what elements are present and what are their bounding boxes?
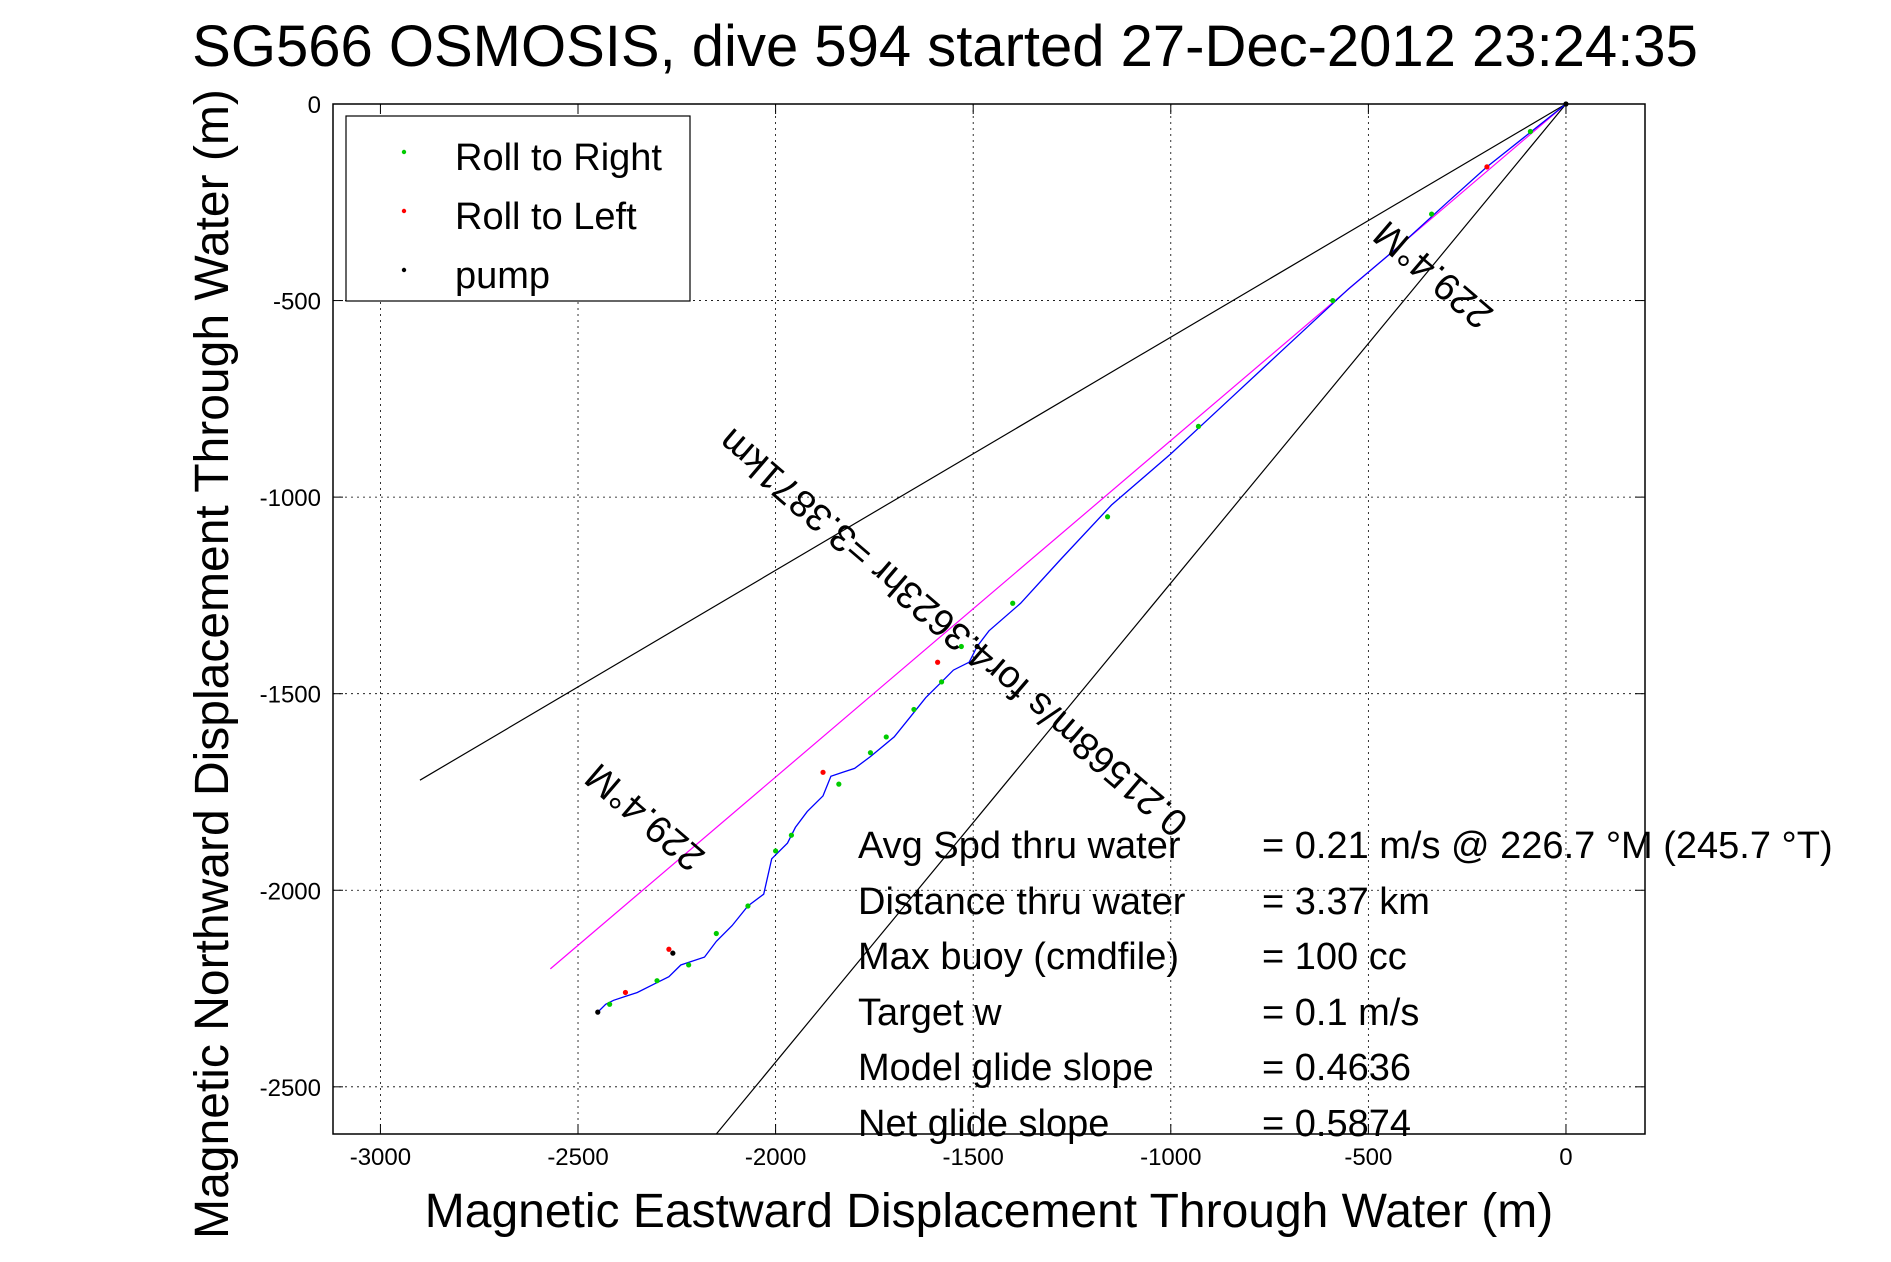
plot-area: -3000 -2500 -2000 -1500 -1000 -500 0 0 -500 -1000…	[260, 92, 1646, 1171]
roll-left-marker	[666, 946, 672, 952]
roll-right-marker	[654, 978, 660, 984]
y-tick-label: -1500	[260, 682, 321, 709]
y-axis-label: Magnetic Northward Displacement Through …	[186, 89, 239, 1239]
stat-label-net-glide: Net glide slope	[858, 1103, 1109, 1145]
roll-left-marker	[622, 989, 629, 996]
pump-marker	[974, 643, 980, 650]
stat-label-max-buoy: Max buoy (cmdfile)	[858, 936, 1179, 978]
x-tick-label: 0	[1559, 1144, 1572, 1171]
roll-left-marker	[1484, 164, 1490, 170]
stat-value-model-glide: = 0.4636	[1262, 1047, 1411, 1089]
roll-right-marker	[958, 643, 964, 650]
roll-right-marker	[938, 679, 945, 685]
reference-line	[715, 103, 1567, 1135]
roll-right-marker	[1195, 423, 1202, 429]
x-tick-label: -2500	[547, 1144, 608, 1171]
x-axis-label: Magnetic Eastward Displacement Through W…	[425, 1185, 1553, 1238]
roll-right-marker	[745, 903, 751, 909]
x-tick-label: -3000	[350, 1144, 411, 1171]
legend-marker-roll-right	[401, 149, 407, 155]
stat-value-avg-speed: = 0.21 m/s @ 226.7 °M (245.7 °T)	[1262, 825, 1833, 867]
legend: Roll to Right Roll to Left pump	[345, 115, 691, 302]
track-line	[597, 103, 1567, 1013]
x-tick-label: -2000	[745, 1144, 806, 1171]
track	[597, 103, 1567, 1013]
stat-label-avg-speed: Avg Spd thru water	[858, 825, 1181, 867]
stat-value-net-glide: = 0.5874	[1262, 1103, 1411, 1145]
x-tick-label: -500	[1344, 1144, 1392, 1171]
x-tick-label: -1000	[1140, 1144, 1201, 1171]
stats-block: Avg Spd thru water = 0.21 m/s @ 226.7 °M…	[858, 825, 1833, 1145]
roll-right-marker	[1527, 128, 1533, 135]
x-tick-label: -1500	[942, 1144, 1003, 1171]
axis-ticks: -3000 -2500 -2000 -1500 -1000 -500 0 0 -500 -1000…	[260, 92, 1645, 1171]
chart-title: SG566 OSMOSIS, dive 594 started 27-Dec-2…	[192, 14, 1698, 79]
legend-marker-roll-left	[401, 208, 407, 214]
roll-right-marker	[1429, 211, 1435, 217]
legend-label-roll-right: Roll to Right	[455, 137, 662, 179]
stat-value-target-w: = 0.1 m/s	[1262, 992, 1419, 1034]
grid	[333, 103, 1645, 1134]
legend-marker-pump	[401, 267, 407, 273]
roll-right-marker	[836, 781, 842, 787]
pump-marker	[670, 950, 676, 956]
y-tick-label: -2000	[260, 878, 321, 905]
roll-right-marker	[713, 930, 719, 937]
stat-label-model-glide: Model glide slope	[858, 1047, 1154, 1089]
roll-right-marker	[773, 848, 779, 854]
roll-right-marker	[1010, 600, 1016, 606]
stat-value-max-buoy: = 100 cc	[1262, 936, 1407, 978]
y-tick-label: -500	[273, 289, 321, 316]
roll-right-marker	[607, 1001, 613, 1007]
roll-right-marker	[867, 750, 874, 756]
y-tick-label: -1000	[260, 485, 321, 512]
legend-box	[345, 115, 691, 302]
roll-right-marker	[911, 706, 917, 713]
reference-line	[419, 103, 1567, 781]
pump-marker	[1563, 101, 1569, 107]
roll-right-marker	[1104, 514, 1111, 520]
markers	[595, 101, 1569, 1015]
legend-label-roll-left: Roll to Left	[455, 196, 637, 238]
stat-value-distance: = 3.37 km	[1262, 881, 1430, 923]
roll-left-marker	[935, 659, 941, 665]
y-tick-label: -2500	[260, 1075, 321, 1102]
y-tick-label: 0	[308, 92, 321, 119]
stat-label-distance: Distance thru water	[858, 881, 1186, 923]
roll-right-marker	[686, 962, 692, 968]
roll-right-marker	[883, 734, 889, 740]
pump-marker	[595, 1009, 601, 1015]
legend-label-pump: pump	[455, 255, 550, 297]
roll-right-marker	[1330, 297, 1336, 304]
stat-label-target-w: Target w	[858, 992, 1002, 1034]
roll-right-marker	[788, 832, 795, 838]
roll-left-marker	[820, 769, 826, 775]
